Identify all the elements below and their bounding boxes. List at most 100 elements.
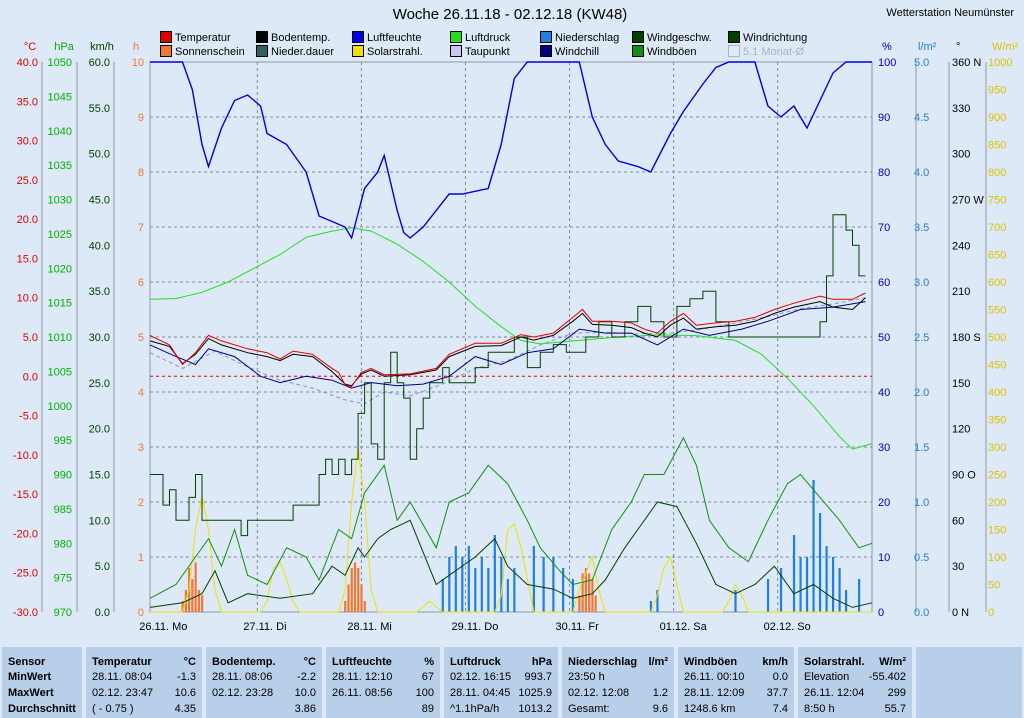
series-windchill <box>149 301 866 389</box>
tick-temp-9: -5.0 <box>19 411 38 423</box>
bar-sonnenschein-16 <box>584 568 588 612</box>
tick-sun-10: 0 <box>138 607 144 619</box>
min-value: -1.3 <box>177 671 196 683</box>
legend-item-51monat: 5.1 Monat-Ø <box>728 45 804 59</box>
bar-sonnenschein-17 <box>588 573 591 612</box>
tick-solar-15: 250 <box>988 470 1006 482</box>
series-windgeschw <box>149 501 873 608</box>
bar-niederschlag-22 <box>792 535 796 612</box>
legend-swatch <box>160 45 172 57</box>
tick-hum-3: 70 <box>878 222 890 234</box>
bar-sonnenschein-4 <box>194 562 197 612</box>
tick-temp-11: -15.0 <box>13 489 38 501</box>
min-value: 67 <box>421 671 434 683</box>
table-rowlabels: Sensor MinWert MaxWert Durchschnitt <box>2 647 84 718</box>
legend-swatch <box>728 45 740 57</box>
avg-label: ( - 0.75 ) <box>92 703 134 715</box>
tick-hum-5: 50 <box>878 332 890 344</box>
tick-press-11: 995 <box>54 435 72 447</box>
max-value: 299 <box>887 687 906 699</box>
legend-label: Windgeschw. <box>647 32 712 44</box>
tick-hum-0: 100 <box>878 57 896 69</box>
tick-rain-2: 4.0 <box>914 167 929 179</box>
tick-wind-6: 30.0 <box>89 332 110 344</box>
bar-sonnenschein-9 <box>350 568 353 612</box>
col-title: Temperatur <box>92 656 152 668</box>
tick-temp-14: -30.0 <box>13 607 38 619</box>
tick-temp-7: 5.0 <box>23 332 38 344</box>
rowlabel-sensor: Sensor <box>8 656 46 668</box>
tick-rain-3: 3.5 <box>914 222 929 234</box>
tick-solar-8: 600 <box>988 277 1006 289</box>
tick-press-4: 1030 <box>48 195 72 207</box>
legend-swatch <box>160 31 172 43</box>
legend-swatch <box>352 45 364 57</box>
legend-label: Nieder.dauer <box>271 46 334 58</box>
tick-wind-3: 45.0 <box>89 195 110 207</box>
col-unit: l/m² <box>648 656 668 668</box>
tick-sun-4: 6 <box>138 277 144 289</box>
max-value: 10.0 <box>294 687 316 699</box>
legend-label: Bodentemp. <box>271 32 331 44</box>
day-label-1: 27.11. Di <box>243 621 286 633</box>
bar-niederschlag-15 <box>562 568 565 612</box>
tick-rain-5: 2.5 <box>914 332 929 344</box>
col-title: Bodentemp. <box>212 656 276 668</box>
unit-dir: ° <box>956 41 960 53</box>
tick-temp-2: 30.0 <box>17 136 38 148</box>
legend-item-luftdruck: Luftdruck <box>450 31 510 45</box>
tick-solar-2: 900 <box>988 112 1006 124</box>
max-label: 26.11. 08:56 <box>332 687 393 699</box>
table-col-bodentemp: Bodentemp. °C 28.11. 08:06 -2.2 02.12. 23:28… <box>206 647 324 718</box>
max-value: 100 <box>415 687 434 699</box>
tick-wind-5: 35.0 <box>89 286 110 298</box>
tick-wind-7: 25.0 <box>89 378 110 390</box>
legend-label: Niederschlag <box>555 32 620 44</box>
legend-swatch <box>256 45 268 57</box>
legend-item-taupunkt: Taupunkt <box>450 45 510 59</box>
bar-niederschlag-19 <box>734 590 737 612</box>
tick-dir-7: 150 <box>952 378 970 390</box>
bar-niederschlag-16 <box>571 579 574 612</box>
min-label: 28.11. 08:06 <box>212 671 273 683</box>
legend-item-bodentemp: Bodentemp. <box>256 31 330 45</box>
table-col-temperatur: Temperatur °C 28.11. 08:04 -1.3 02.12. 23:47… <box>86 647 204 718</box>
tick-rain-8: 1.0 <box>914 497 929 509</box>
legend-label: Windböen <box>647 46 697 58</box>
tick-hum-10: 0 <box>878 607 884 619</box>
tick-temp-0: 40.0 <box>17 57 38 69</box>
tick-solar-0: 1000 <box>988 57 1012 69</box>
bar-niederschlag-26 <box>818 513 822 612</box>
table-col-luftfeuchte: Luftfeuchte% 28.11. 12:10 67 26.11. 08:56 10… <box>326 647 442 718</box>
tick-dir-3: 270 W <box>952 195 984 207</box>
avg-value: 55.7 <box>884 703 906 715</box>
tick-press-16: 970 <box>54 607 72 619</box>
min-label: 28.11. 12:10 <box>332 671 393 683</box>
tick-dir-10: 60 <box>952 515 964 527</box>
min-value: 993.7 <box>524 671 552 683</box>
tick-solar-3: 850 <box>988 140 1006 152</box>
bar-niederschlag-27 <box>825 546 828 612</box>
tick-press-8: 1010 <box>48 332 72 344</box>
tick-solar-18: 100 <box>988 552 1006 564</box>
tick-press-10: 1000 <box>48 401 72 413</box>
legend-item-windchill: Windchill <box>540 45 599 59</box>
tick-press-1: 1045 <box>48 91 72 103</box>
legend-swatch <box>728 31 740 43</box>
max-value: 37.7 <box>766 687 788 699</box>
tick-press-9: 1005 <box>48 366 72 378</box>
unit-sun: h <box>133 41 139 53</box>
day-label-3: 29.11. Do <box>451 621 498 633</box>
tick-wind-12: 0.0 <box>95 607 110 619</box>
col-title: Windböen <box>684 656 738 668</box>
tick-solar-11: 450 <box>988 360 1006 372</box>
avg-label: 1248.6 km <box>684 703 736 715</box>
day-label-2: 28.11. Mi <box>347 621 391 633</box>
tick-temp-3: 25.0 <box>17 175 38 187</box>
bar-niederschlag-7 <box>487 568 490 612</box>
bar-niederschlag-11 <box>513 568 516 612</box>
legend-item-luftfeuchte: Luftfeuchte <box>352 31 421 45</box>
tick-solar-10: 500 <box>988 332 1006 344</box>
legend-swatch <box>632 31 644 43</box>
min-label: 02.12. 16:15 <box>450 671 512 683</box>
